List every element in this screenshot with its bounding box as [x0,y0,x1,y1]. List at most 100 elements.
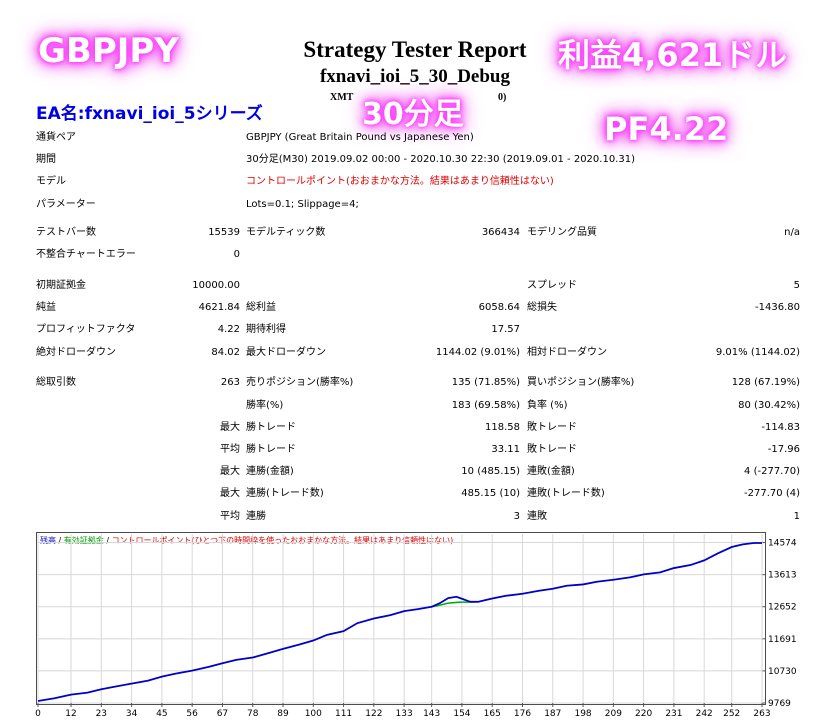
max-consecutive-prefix: 最大 [220,466,240,477]
pair-overlay: GBPJPY [38,31,179,71]
x-tick-label: 220 [635,709,652,719]
x-tick-label: 143 [423,709,440,719]
legend-equity: 有効証拠金 [63,536,104,545]
y-tick-label: 9769 [768,699,791,709]
total-trades-label: 総取引数 [36,377,76,388]
expected-payoff-value: 17.57 [491,324,520,335]
x-tick-label: 0 [35,709,41,719]
report-subtitle: fxnavi_ioi_5_30_Debug [319,66,511,87]
average-consecutive-wins-value: 3 [513,511,520,522]
average-consecutive-losses-label: 連敗 [527,511,547,522]
legend-model: コントロールポイント(ひとつ下の時間枠を使ったおおまかな方法。結果はあまり信頼性… [111,536,454,545]
setting-value-parameters: Lots=0.1; Slippage=4; [246,199,359,210]
win-rate-value: 183 (69.58%) [451,400,520,411]
average-win-value: 33.11 [491,444,520,455]
consecutive-losses-count-value: -277.70 (4) [744,488,800,499]
y-tick-label: 12652 [768,603,797,613]
largest-win-value: 118.58 [485,422,520,433]
consecutive-losses-amount-label: 連敗(金額) [527,466,575,477]
win-rate-label: 勝率(%) [246,400,284,411]
average-loss-value: -17.96 [767,444,800,455]
net-profit-value: 4621.84 [198,302,240,313]
largest-prefix: 最大 [220,422,240,433]
max-consecutive-prefix-2: 最大 [220,488,240,499]
x-tick-label: 252 [723,709,740,719]
loss-rate-label: 負率 (%) [527,400,568,411]
average-consecutive-losses-value: 1 [793,511,800,522]
x-tick-label: 154 [453,709,470,719]
pf-overlay: PF4.22 [604,110,729,148]
x-tick-label: 89 [277,709,289,719]
deposit-value: 10000.00 [192,280,240,291]
setting-label-period: 期間 [36,154,56,165]
spread-value: 5 [793,280,800,291]
timeframe-overlay: 30分足 [362,97,464,132]
x-tick-label: 165 [484,709,501,719]
abs-drawdown-label: 絶対ドローダウン [36,347,116,358]
x-tick-label: 78 [247,709,259,719]
bars-label: テストバー数 [36,227,96,238]
rel-drawdown-label: 相対ドローダウン [527,347,607,358]
setting-label-model: モデル [36,176,66,187]
x-tick-label: 56 [186,709,198,719]
setting-label-parameters: パラメーター [36,199,96,210]
quality-label: モデリング品質 [527,227,597,238]
x-tick-label: 209 [605,709,622,719]
gross-loss-value: -1436.80 [755,302,800,313]
x-tick-label: 263 [753,709,770,719]
ea-name-label: EA名:fxnavi_ioi_5シリーズ [36,104,263,124]
gross-profit-value: 6058.64 [478,302,520,313]
x-tick-label: 242 [696,709,713,719]
short-positions-value: 135 (71.85%) [451,377,520,388]
gross-profit-label: 総利益 [246,302,276,313]
x-tick-label: 45 [156,709,167,719]
long-positions-label: 買いポジション(勝率%) [527,377,635,388]
max-drawdown-label: 最大ドローダウン [246,347,326,358]
consecutive-wins-amount-value: 10 (485.15) [461,466,520,477]
loss-rate-value: 80 (30.42%) [738,400,800,411]
rel-drawdown-value: 9.01% (1144.02) [715,347,800,358]
total-trades-value: 263 [220,377,240,388]
spread-label: スプレッド [527,280,577,291]
gross-loss-label: 総損失 [527,302,557,313]
long-positions-value: 128 (67.19%) [731,377,800,388]
abs-drawdown-value: 84.02 [211,347,240,358]
max-drawdown-value: 1144.02 (9.01%) [435,347,520,358]
setting-value-model: コントロールポイント(おおまかな方法。結果はあまり信頼性はない) [246,176,554,187]
x-tick-label: 187 [544,709,561,719]
profit-factor-label: プロフィットファクタ [36,324,136,335]
x-tick-label: 67 [217,709,228,719]
consecutive-losses-count-label: 連敗(トレード数) [527,488,605,499]
x-tick-label: 34 [126,709,138,719]
x-tick-label: 176 [514,709,531,719]
x-tick-label: 111 [335,709,352,719]
average-win-label: 勝トレード [246,444,296,455]
average-loss-label: 敗トレード [527,444,577,455]
consecutive-losses-amount-value: 4 (-277.70) [744,466,800,477]
setting-label-symbol: 通貨ペア [36,132,76,143]
consecutive-wins-amount-label: 連勝(金額) [246,466,294,477]
ticks-value: 366434 [481,227,520,238]
consecutive-wins-count-value: 485.15 (10) [461,488,520,499]
x-tick-label: 133 [396,709,413,719]
average-prefix: 平均 [220,444,240,455]
mismatch-label: 不整合チャートエラー [36,249,136,260]
largest-loss-value: -114.83 [761,422,800,433]
y-tick-label: 10730 [768,667,797,677]
series-line-balance [37,542,762,702]
profit-factor-value: 4.22 [217,324,240,335]
x-tick-label: 100 [305,709,322,719]
x-tick-label: 198 [574,709,591,719]
x-tick-label: 12 [65,709,76,719]
report-server-left: XMT [330,92,354,103]
y-tick-label: 13613 [768,571,797,581]
net-profit-label: 純益 [36,302,56,313]
x-tick-label: 23 [96,709,107,719]
profit-overlay: 利益4,621ドル [558,36,788,74]
bars-value: 15539 [208,227,240,238]
legend-separator: / [103,536,112,545]
x-tick-label: 231 [665,709,682,719]
deposit-label: 初期証拠金 [36,280,86,291]
report-title: Strategy Tester Report [303,37,527,62]
